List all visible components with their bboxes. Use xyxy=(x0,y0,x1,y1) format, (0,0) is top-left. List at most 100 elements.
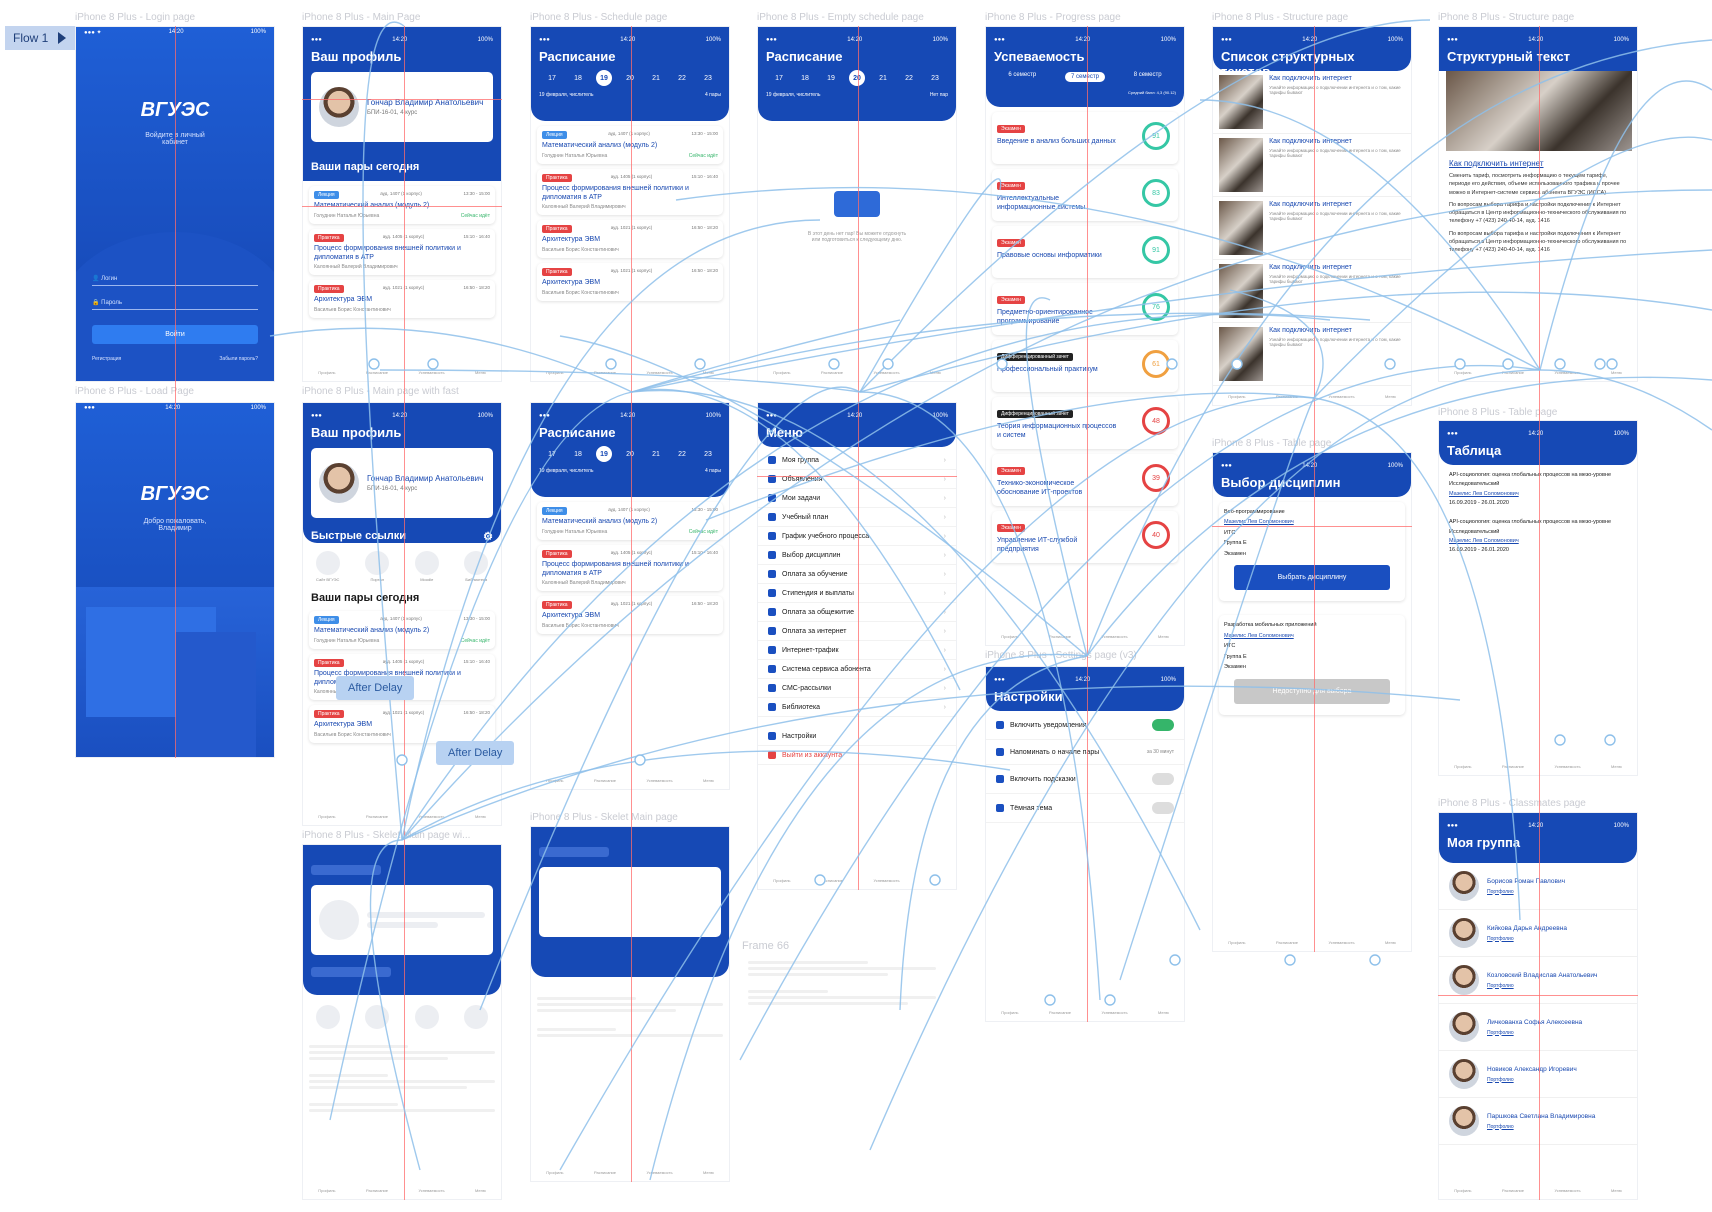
menu-item-icon xyxy=(768,532,776,540)
hotspot-dot[interactable] xyxy=(1284,954,1296,966)
gear-icon[interactable]: ⚙ xyxy=(483,531,493,543)
lesson-title: Процесс формирования внешней политики и … xyxy=(542,184,689,201)
menu-item[interactable]: Оплата за обучение › xyxy=(758,565,956,584)
portfolio-link[interactable]: Портфолио xyxy=(1487,888,1514,895)
week-strip[interactable]: 17 18 19 20 21 22 23 xyxy=(539,70,721,86)
week-strip[interactable]: 17 18 19 20 21 22 23 xyxy=(539,446,721,462)
profile-card[interactable]: Гончар Владимир Анатольевич БПИ-16-01, 4… xyxy=(311,72,493,142)
lesson-card[interactable]: Лекция ауд. 1407 (1 корпус) 13:30 - 15:0… xyxy=(537,502,723,540)
menu-item[interactable]: Объявления › xyxy=(758,470,956,489)
lesson-card[interactable]: Практика ауд. 1021 (1 корпус) 16:50 - 18… xyxy=(309,280,495,318)
discipline-name: Разработка мобильных приложений xyxy=(1224,622,1317,629)
subject-card[interactable]: Экзамен Управление ИТ-службой предприяти… xyxy=(992,511,1178,563)
menu-item[interactable]: Интернет-трафик › xyxy=(758,641,956,660)
subject-card[interactable]: Экзамен Предметно-ориентированное програ… xyxy=(992,283,1178,335)
menu-item[interactable]: СМС-рассылки › xyxy=(758,679,956,698)
lesson-title: Математический анализ (модуль 2) xyxy=(542,142,658,149)
menu-item[interactable]: График учебного процесса › xyxy=(758,527,956,546)
settings-row[interactable]: Напоминать о начале пары за 30 минут xyxy=(986,740,1184,765)
subject-card[interactable]: Экзамен Правовые основы информатики 91 xyxy=(992,226,1178,278)
lesson-card[interactable]: Лекция ауд. 1407 (1 корпус) 13:30 - 15:0… xyxy=(537,126,723,164)
structure-item[interactable]: Как подключить интернет Узнайте информаци… xyxy=(1213,323,1411,386)
forgot-link[interactable]: Забыли пароль? xyxy=(219,356,258,362)
chevron-right-icon: › xyxy=(943,608,946,616)
hotspot-dot[interactable] xyxy=(1369,954,1381,966)
lesson-card[interactable]: Практика ауд. 1021 (1 корпус) 16:50 - 18… xyxy=(537,220,723,258)
subject-title: Теория информационных процессов и систем xyxy=(997,423,1117,439)
lesson-card[interactable]: Практика ауд. 1405 (1 корпус) 15:10 - 16… xyxy=(537,168,723,216)
portfolio-link[interactable]: Портфолио xyxy=(1487,935,1514,942)
menu-item[interactable]: Стипендия и выплаты › xyxy=(758,584,956,603)
lesson-card[interactable]: Практика ауд. 1021 (1 корпус) 16:50 - 18… xyxy=(309,705,495,743)
settings-item[interactable]: Настройки xyxy=(758,727,956,746)
quick-link[interactable]: Moodle xyxy=(414,551,439,582)
quick-link[interactable]: Портал xyxy=(365,551,390,582)
quick-link[interactable]: Библиотека xyxy=(464,551,489,582)
choose-discipline-button[interactable]: Выбрать дисциплину xyxy=(1234,565,1390,591)
portfolio-link[interactable]: Портфолио xyxy=(1487,1123,1514,1130)
lesson-card[interactable]: Практика ауд. 1405 (1 корпус) 15:10 - 16… xyxy=(537,544,723,592)
subject-card[interactable]: Экзамен Интеллектуальные информационные … xyxy=(992,169,1178,221)
toggle[interactable] xyxy=(1152,719,1174,731)
portfolio-link[interactable]: Портфолио xyxy=(1487,1029,1514,1036)
menu-item[interactable]: Система сервиса абонента › xyxy=(758,660,956,679)
after-delay-badge[interactable]: After Delay xyxy=(336,676,415,700)
register-link[interactable]: Регистрация xyxy=(92,356,122,362)
classmate-row[interactable]: Кийкова Дарья Андреевна Портфолио xyxy=(1439,910,1637,957)
lesson-card[interactable]: Практика ауд. 1021 (1 корпус) 16:50 - 18… xyxy=(537,596,723,634)
classmate-row[interactable]: Новиков Александр Игоревич Портфолио xyxy=(1439,1051,1637,1098)
project-head-link[interactable]: Мазелис Лев Соломонович xyxy=(1449,538,1519,545)
menu-item[interactable]: Библиотека › xyxy=(758,698,956,717)
lesson-card[interactable]: Лекция ауд. 1407 (1 корпус) 13:30 - 15:0… xyxy=(309,611,495,649)
subject-card[interactable]: Экзамен Технико-экономическое обосновани… xyxy=(992,454,1178,506)
guide-line xyxy=(175,26,176,758)
exam-type-badge: Экзамен xyxy=(997,467,1025,475)
structure-item[interactable]: Как подключить интернет Узнайте информаци… xyxy=(1213,197,1411,260)
after-delay-badge[interactable]: After Delay xyxy=(436,741,515,765)
settings-row[interactable]: Включить уведомления xyxy=(986,711,1184,740)
exam-type-badge: Экзамен xyxy=(997,125,1025,133)
structure-item[interactable]: Как подключить интернет Узнайте информаци… xyxy=(1213,71,1411,134)
menu-item[interactable]: Оплата за общежитие › xyxy=(758,603,956,622)
logout-item[interactable]: Выйти из аккаунта xyxy=(758,746,956,765)
menu-item[interactable]: Учебный план › xyxy=(758,508,956,527)
lesson-teacher: Голуднин Наталья Юрьевна xyxy=(542,152,608,159)
flow-start-tag[interactable]: Flow 1 xyxy=(5,26,77,50)
settings-row[interactable]: Включить подсказки xyxy=(986,765,1184,794)
classmate-row[interactable]: Личкованха Софья Алексеевна Портфолио xyxy=(1439,1004,1637,1051)
classmate-row[interactable]: Паршкова Светлана Владимировна Портфолио xyxy=(1439,1098,1637,1145)
lesson-card[interactable]: Практика ауд. 1021 (1 корпус) 16:50 - 18… xyxy=(537,263,723,301)
menu-item[interactable]: Выбор дисциплин › xyxy=(758,546,956,565)
menu-item[interactable]: Моя группа › xyxy=(758,451,956,470)
toggle[interactable] xyxy=(1152,773,1174,785)
menu-item[interactable]: Оплата за интернет › xyxy=(758,622,956,641)
toggle[interactable] xyxy=(1152,802,1174,814)
week-strip[interactable]: 17 18 19 20 21 22 23 xyxy=(766,70,948,86)
schedule-header: ●●● 14:20 100% Расписание 17 18 19 20 21 22 23 1… xyxy=(531,403,729,497)
pair-count: Нет пар xyxy=(929,92,948,98)
lesson-card[interactable]: Практика ауд. 1405 (1 корпус) 15:10 - 16… xyxy=(309,228,495,276)
semester-tabs[interactable]: 6 семестр 7 семестр 8 семестр xyxy=(1008,72,1162,82)
lesson-card[interactable]: Лекция ауд. 1407 (1 корпус) 13:30 - 15:0… xyxy=(309,186,495,224)
settings-row[interactable]: Тёмная тема xyxy=(986,794,1184,823)
structure-item[interactable]: Как подключить интернет Узнайте информаци… xyxy=(1213,260,1411,323)
classmate-row[interactable]: Козловский Владислав Анатольевич Портфол… xyxy=(1439,957,1637,1004)
menu-item[interactable]: Мои задачи › xyxy=(758,489,956,508)
item-desc: Узнайте информацию о подключении интерне… xyxy=(1269,148,1401,158)
subject-card[interactable]: Дифференцированный зачет Профессиональны… xyxy=(992,340,1178,392)
classmate-row[interactable]: Борисов Роман Павлович Портфолио xyxy=(1439,863,1637,910)
portfolio-link[interactable]: Портфолио xyxy=(1487,982,1514,989)
frame-schedule-2: ●●● 14:20 100% Расписание 17 18 19 20 21 22 23 1… xyxy=(530,402,730,790)
structure-item[interactable]: Как подключить интернет Узнайте информаци… xyxy=(1213,134,1411,197)
quick-link[interactable]: Сайт ВГУЭС xyxy=(315,551,340,582)
lesson-room: ауд. 1407 (1 корпус) xyxy=(380,616,422,621)
teacher-link[interactable]: Мазелис Лев Соломонович xyxy=(1224,632,1294,639)
portfolio-link[interactable]: Портфолио xyxy=(1487,1076,1514,1083)
subject-card[interactable]: Дифференцированный зачет Теория информац… xyxy=(992,397,1178,449)
avatar xyxy=(1449,1012,1479,1042)
project-head-link[interactable]: Мазелис Лев Соломонович xyxy=(1449,490,1519,497)
frame-skeleton-main: Профиль Расписание Успеваемость Меню xyxy=(302,844,502,1200)
subject-card[interactable]: Экзамен Введение в анализ больших данных… xyxy=(992,112,1178,164)
profile-card[interactable]: Гончар Владимир Анатольевич БПИ-16-01, 4 … xyxy=(311,448,493,518)
item-thumbnail xyxy=(1219,138,1264,192)
